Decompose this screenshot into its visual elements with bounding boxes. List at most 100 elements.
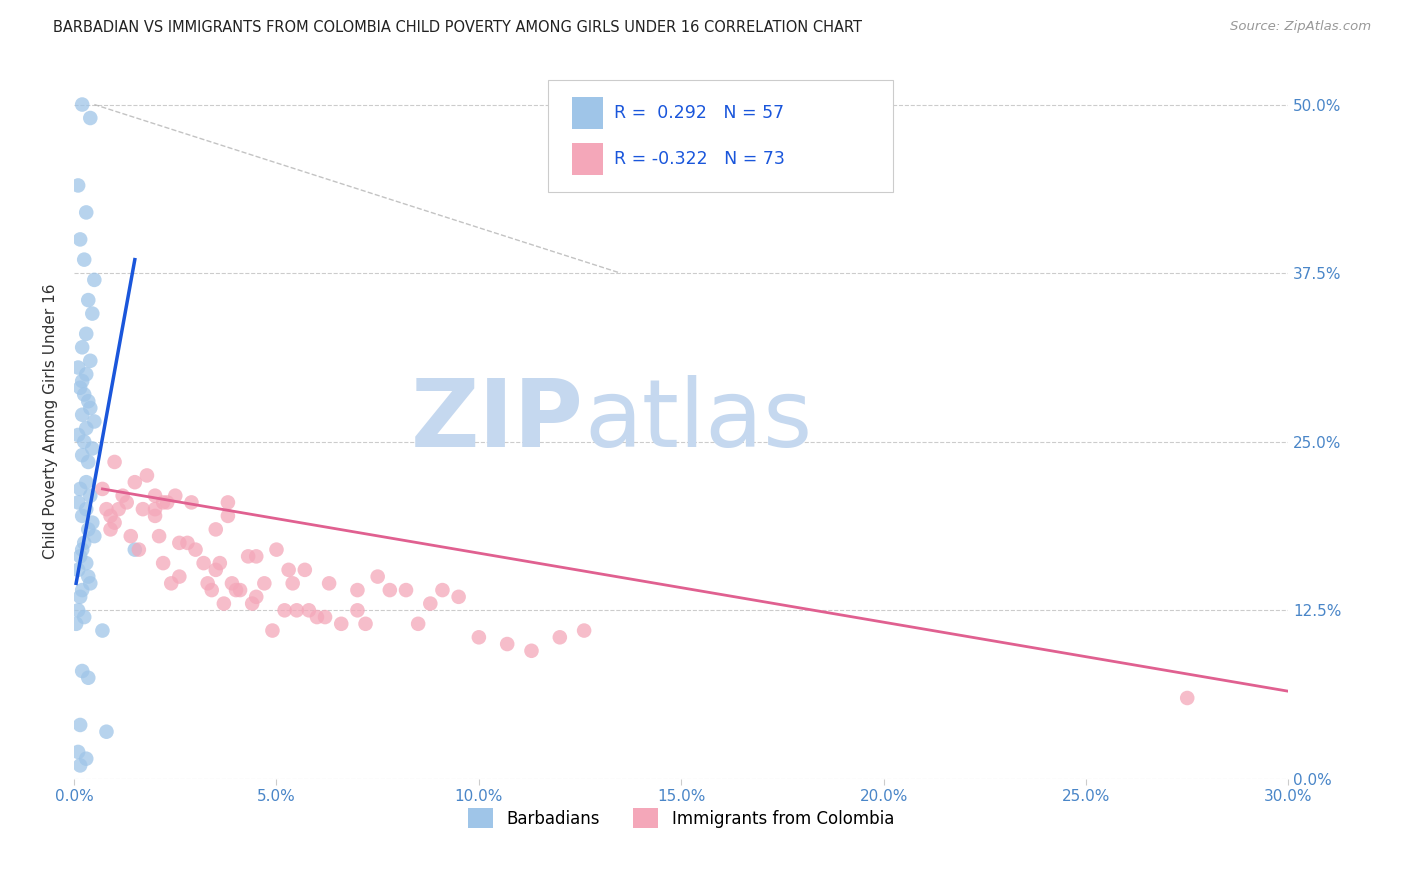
Point bbox=[217, 508, 239, 523]
Point bbox=[245, 590, 267, 604]
Point bbox=[236, 549, 259, 564]
Point bbox=[204, 563, 226, 577]
Point bbox=[201, 583, 224, 598]
Point bbox=[67, 563, 90, 577]
Point bbox=[572, 624, 595, 638]
Point bbox=[77, 394, 100, 409]
Point bbox=[120, 529, 142, 543]
Point bbox=[65, 616, 87, 631]
Point bbox=[73, 387, 96, 401]
Point bbox=[69, 590, 91, 604]
Point bbox=[136, 468, 159, 483]
Point bbox=[67, 603, 90, 617]
Point bbox=[197, 576, 219, 591]
Point bbox=[217, 495, 239, 509]
Point bbox=[103, 516, 125, 530]
Point bbox=[69, 549, 91, 564]
Point bbox=[143, 502, 166, 516]
Point bbox=[83, 529, 105, 543]
Point bbox=[240, 597, 263, 611]
Point bbox=[156, 495, 179, 509]
Point bbox=[346, 583, 368, 598]
Point bbox=[132, 502, 155, 516]
Point bbox=[75, 421, 97, 435]
Point bbox=[221, 576, 243, 591]
Point bbox=[73, 252, 96, 267]
Point bbox=[75, 752, 97, 766]
Point bbox=[419, 597, 441, 611]
Text: R = -0.322   N = 73: R = -0.322 N = 73 bbox=[614, 150, 786, 168]
Point bbox=[330, 616, 353, 631]
Point bbox=[69, 482, 91, 496]
Point bbox=[75, 502, 97, 516]
Point bbox=[82, 442, 104, 456]
Point bbox=[73, 610, 96, 624]
Point bbox=[245, 549, 267, 564]
Point bbox=[285, 603, 308, 617]
Point bbox=[262, 624, 284, 638]
Legend: Barbadians, Immigrants from Colombia: Barbadians, Immigrants from Colombia bbox=[461, 801, 901, 835]
Point bbox=[75, 368, 97, 382]
Point bbox=[70, 340, 93, 354]
Point bbox=[111, 489, 134, 503]
Point bbox=[70, 508, 93, 523]
Y-axis label: Child Poverty Among Girls Under 16: Child Poverty Among Girls Under 16 bbox=[44, 284, 58, 559]
Point bbox=[294, 563, 316, 577]
Point bbox=[91, 624, 114, 638]
Text: Source: ZipAtlas.com: Source: ZipAtlas.com bbox=[1230, 20, 1371, 33]
Point bbox=[79, 111, 101, 125]
Point bbox=[212, 597, 235, 611]
Point bbox=[1175, 691, 1198, 706]
Point bbox=[520, 644, 543, 658]
Point bbox=[70, 374, 93, 388]
Point bbox=[79, 489, 101, 503]
Point bbox=[176, 536, 198, 550]
Point bbox=[77, 671, 100, 685]
Point bbox=[103, 455, 125, 469]
Point bbox=[143, 508, 166, 523]
Point bbox=[115, 495, 138, 509]
Point bbox=[79, 353, 101, 368]
Text: R =  0.292   N = 57: R = 0.292 N = 57 bbox=[614, 104, 785, 122]
Point bbox=[77, 455, 100, 469]
Point bbox=[225, 583, 247, 598]
Point bbox=[67, 495, 90, 509]
Point bbox=[96, 724, 118, 739]
Point bbox=[82, 307, 104, 321]
Point bbox=[447, 590, 470, 604]
Point bbox=[468, 630, 491, 644]
Point bbox=[318, 576, 340, 591]
Point bbox=[70, 408, 93, 422]
Point bbox=[70, 448, 93, 462]
Point bbox=[77, 522, 100, 536]
Point bbox=[152, 556, 174, 570]
Point bbox=[83, 415, 105, 429]
Point bbox=[354, 616, 377, 631]
Point bbox=[107, 502, 129, 516]
Point bbox=[75, 556, 97, 570]
Point bbox=[75, 205, 97, 219]
Point bbox=[143, 489, 166, 503]
Point bbox=[128, 542, 150, 557]
Point bbox=[314, 610, 336, 624]
Point bbox=[169, 569, 191, 583]
Point bbox=[77, 569, 100, 583]
Point bbox=[69, 381, 91, 395]
Point bbox=[79, 401, 101, 415]
Point bbox=[208, 556, 231, 570]
Point bbox=[432, 583, 454, 598]
Text: atlas: atlas bbox=[583, 376, 813, 467]
Point bbox=[184, 542, 207, 557]
Point bbox=[75, 326, 97, 341]
Point bbox=[496, 637, 519, 651]
Point bbox=[395, 583, 418, 598]
Point bbox=[204, 522, 226, 536]
Point bbox=[346, 603, 368, 617]
Point bbox=[266, 542, 288, 557]
Point bbox=[165, 489, 187, 503]
Point bbox=[70, 542, 93, 557]
Point bbox=[253, 576, 276, 591]
Point bbox=[96, 502, 118, 516]
Point bbox=[67, 360, 90, 375]
Point bbox=[70, 583, 93, 598]
